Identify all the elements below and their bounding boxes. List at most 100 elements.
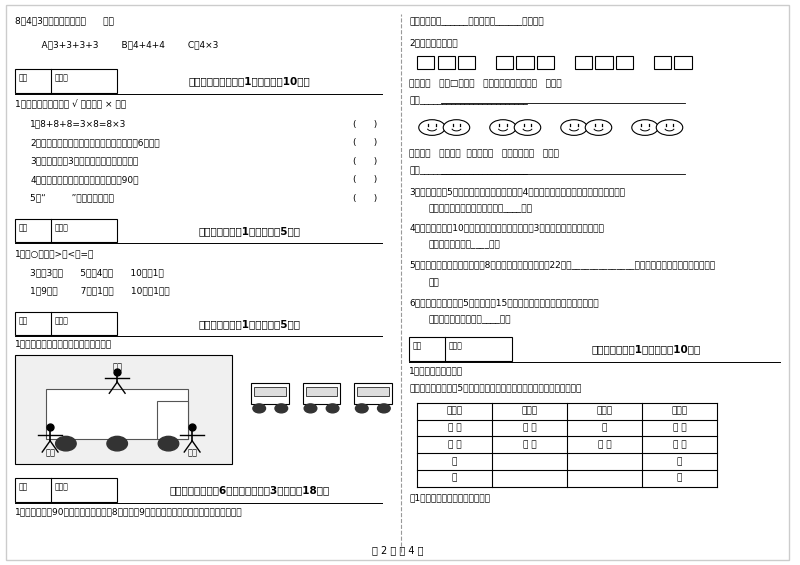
Text: 1．判断题：（对的打 √ ，错的打 × ）。: 1．判断题：（对的打 √ ，错的打 × ）。 — [14, 100, 126, 110]
Ellipse shape — [418, 120, 446, 136]
Bar — [654, 56, 671, 69]
Text: 电瑾车: 电瑾车 — [671, 407, 687, 416]
Text: 正 下: 正 下 — [522, 440, 536, 449]
Text: 正: 正 — [452, 457, 457, 466]
Bar — [517, 56, 534, 69]
Text: (      ): ( ) — [354, 120, 378, 129]
Bar — [354, 383, 392, 405]
Text: 小汽车: 小汽车 — [446, 407, 462, 416]
Text: 五、判断对与错（共1大题，共计10分）: 五、判断对与错（共1大题，共计10分） — [189, 77, 310, 86]
Bar — [357, 388, 389, 396]
Text: 正: 正 — [602, 423, 607, 432]
Text: (      ): ( ) — [354, 194, 378, 202]
Circle shape — [107, 436, 127, 451]
Ellipse shape — [514, 120, 541, 136]
Ellipse shape — [632, 120, 658, 136]
Text: 得分: 得分 — [413, 342, 422, 351]
Text: (      ): ( ) — [354, 175, 378, 184]
Text: 3厘米3分米      5毫米4厘米      10厘米1米: 3厘米3分米 5毫米4厘米 10厘米1米 — [30, 268, 164, 277]
Text: 七、连一连（共1大题，共计5分）: 七、连一连（共1大题，共计5分） — [198, 319, 300, 329]
Text: A、3+3+3+3        B、4+4+4        C、4×3: A、3+3+3+3 B、4+4+4 C、4×3 — [30, 40, 218, 49]
Text: 第 2 页 共 4 页: 第 2 页 共 4 页 — [371, 546, 423, 555]
Text: 正 正: 正 正 — [522, 423, 536, 432]
Text: 得分: 得分 — [18, 316, 28, 325]
Ellipse shape — [443, 120, 470, 136]
Text: 评卷人: 评卷人 — [54, 74, 68, 83]
Text: 2．有三个同学，每两人握一次手，一共要握6次手。: 2．有三个同学，每两人握一次手，一共要握6次手。 — [30, 138, 160, 147]
Text: 小明: 小明 — [187, 449, 197, 458]
Text: 评卷人: 评卷人 — [449, 342, 463, 351]
Text: 正 正: 正 正 — [673, 423, 686, 432]
Ellipse shape — [656, 120, 682, 136]
Text: 列式________________________: 列式________________________ — [409, 166, 528, 175]
Text: 正 下: 正 下 — [673, 440, 686, 449]
Bar — [496, 56, 514, 69]
Text: 8．4个3列成加法算式是（      ）。: 8．4个3列成加法算式是（ ）。 — [14, 17, 114, 26]
Text: （1）把统计的结果填在下表中。: （1）把统计的结果填在下表中。 — [409, 493, 490, 502]
Text: 6．王老师在文具店买5张绿卡纸，15张红卡纸，红卡纸是绿卡纸的多少倍？: 6．王老师在文具店买5张绿卡纸，15张红卡纸，红卡纸是绿卡纸的多少倍？ — [409, 298, 598, 307]
Text: (      ): ( ) — [354, 138, 378, 147]
Text: 小红: 小红 — [112, 362, 122, 371]
Bar — [458, 56, 475, 69]
Text: 列式________________________: 列式________________________ — [409, 95, 528, 105]
Bar — [14, 219, 117, 242]
Text: 答：小红看了______页，还剩下______页没看。: 答：小红看了______页，还剩下______页没看。 — [409, 17, 544, 26]
Text: 1．我是小小统计员。: 1．我是小小统计员。 — [409, 367, 463, 375]
Text: 一共有（   ）个□，每（   ）个一组，平均分成（   ）组。: 一共有（ ）个□，每（ ）个一组，平均分成（ ）组。 — [409, 79, 562, 88]
Bar — [537, 56, 554, 69]
Bar — [595, 56, 613, 69]
Text: 评卷人: 评卷人 — [54, 223, 68, 232]
Circle shape — [253, 404, 266, 413]
Bar — [674, 56, 691, 69]
Text: 中巴车: 中巴车 — [596, 407, 613, 416]
Bar — [438, 56, 455, 69]
Text: 答：: 答： — [429, 279, 439, 288]
Bar — [14, 479, 117, 502]
Text: 1米9分米        7毫米1分米      10厘米1分米: 1米9分米 7毫米1分米 10厘米1分米 — [30, 286, 170, 295]
Text: 答：红卡纸是绿卡纸的____倍。: 答：红卡纸是绿卡纸的____倍。 — [429, 315, 511, 324]
Bar — [616, 56, 634, 69]
Circle shape — [275, 404, 288, 413]
Text: 正 下: 正 下 — [598, 440, 611, 449]
Text: 1．小红看一朦90页的书，平均每天看8页，看了9天，小红看了多少页？还剩多少页没看？: 1．小红看一朦90页的书，平均每天看8页，看了9天，小红看了多少页？还剩多少页没… — [14, 507, 242, 516]
Bar — [417, 56, 434, 69]
Ellipse shape — [586, 120, 612, 136]
Text: 5．“         ”这是一条线段。: 5．“ ”这是一条线段。 — [30, 194, 114, 202]
Text: 2．我会解决问题。: 2．我会解决问题。 — [409, 38, 458, 47]
Ellipse shape — [490, 120, 516, 136]
Text: 正: 正 — [677, 474, 682, 483]
Text: 十、综合题（共1大题，共计10分）: 十、综合题（共1大题，共计10分） — [591, 345, 701, 355]
Circle shape — [304, 404, 317, 413]
Text: 1．8+8+8=3×8=8×3: 1．8+8+8=3×8=8×3 — [30, 120, 126, 129]
Text: 4．小东上午做了10道数学题，下午做的比上午多3道，小东一共做了多少道？: 4．小东上午做了10道数学题，下午做的比上午多3道，小东一共做了多少道？ — [409, 224, 604, 233]
Text: 一共有（   ）个笑脸  平均分成（   ）组，每组（   ）个。: 一共有（ ）个笑脸 平均分成（ ）组，每组（ ）个。 — [409, 149, 559, 158]
Text: 得分: 得分 — [18, 483, 28, 492]
Text: 正 正: 正 正 — [448, 440, 462, 449]
Circle shape — [326, 404, 339, 413]
Text: 得分: 得分 — [18, 223, 28, 232]
Text: 答：买一大一小两桶牛奙共需要____元。: 答：买一大一小两桶牛奙共需要____元。 — [429, 204, 533, 213]
Bar — [157, 401, 188, 439]
Bar — [302, 383, 341, 405]
Bar — [14, 311, 117, 335]
Ellipse shape — [561, 120, 587, 136]
Bar — [409, 337, 512, 361]
Text: 得分: 得分 — [18, 74, 28, 83]
Text: 评卷人: 评卷人 — [54, 483, 68, 492]
Text: 评卷人: 评卷人 — [54, 316, 68, 325]
Text: 1．请你连一连，下面分别是谁看到的？: 1．请你连一连，下面分别是谁看到的？ — [14, 340, 112, 349]
Bar — [14, 69, 117, 93]
Text: (      ): ( ) — [354, 157, 378, 166]
Text: 欢欢站在马路边，对5分钟内经过的车辆进行了统计，情况如下图所示。: 欢欢站在马路边，对5分钟内经过的车辆进行了统计，情况如下图所示。 — [409, 383, 582, 392]
Text: 小东: 小东 — [45, 449, 55, 458]
Text: 正 正: 正 正 — [448, 423, 462, 432]
Text: 面包车: 面包车 — [522, 407, 538, 416]
Circle shape — [158, 436, 178, 451]
Bar — [306, 388, 338, 396]
Text: 3．一小桶牛奙5元錢，一大桶牛奙是一小桶的4倍，买一大一小两桶牛奙共需要多少錢？: 3．一小桶牛奙5元錢，一大桶牛奙是一小桶的4倍，买一大一小两桶牛奙共需要多少錢？ — [409, 188, 625, 197]
Bar — [254, 388, 286, 396]
Bar — [251, 383, 289, 405]
Bar — [575, 56, 592, 69]
Text: 3．钟表上显示3时，时针和分针成一直角。: 3．钟表上显示3时，时针和分针成一直角。 — [30, 157, 138, 166]
Text: 正: 正 — [677, 457, 682, 466]
